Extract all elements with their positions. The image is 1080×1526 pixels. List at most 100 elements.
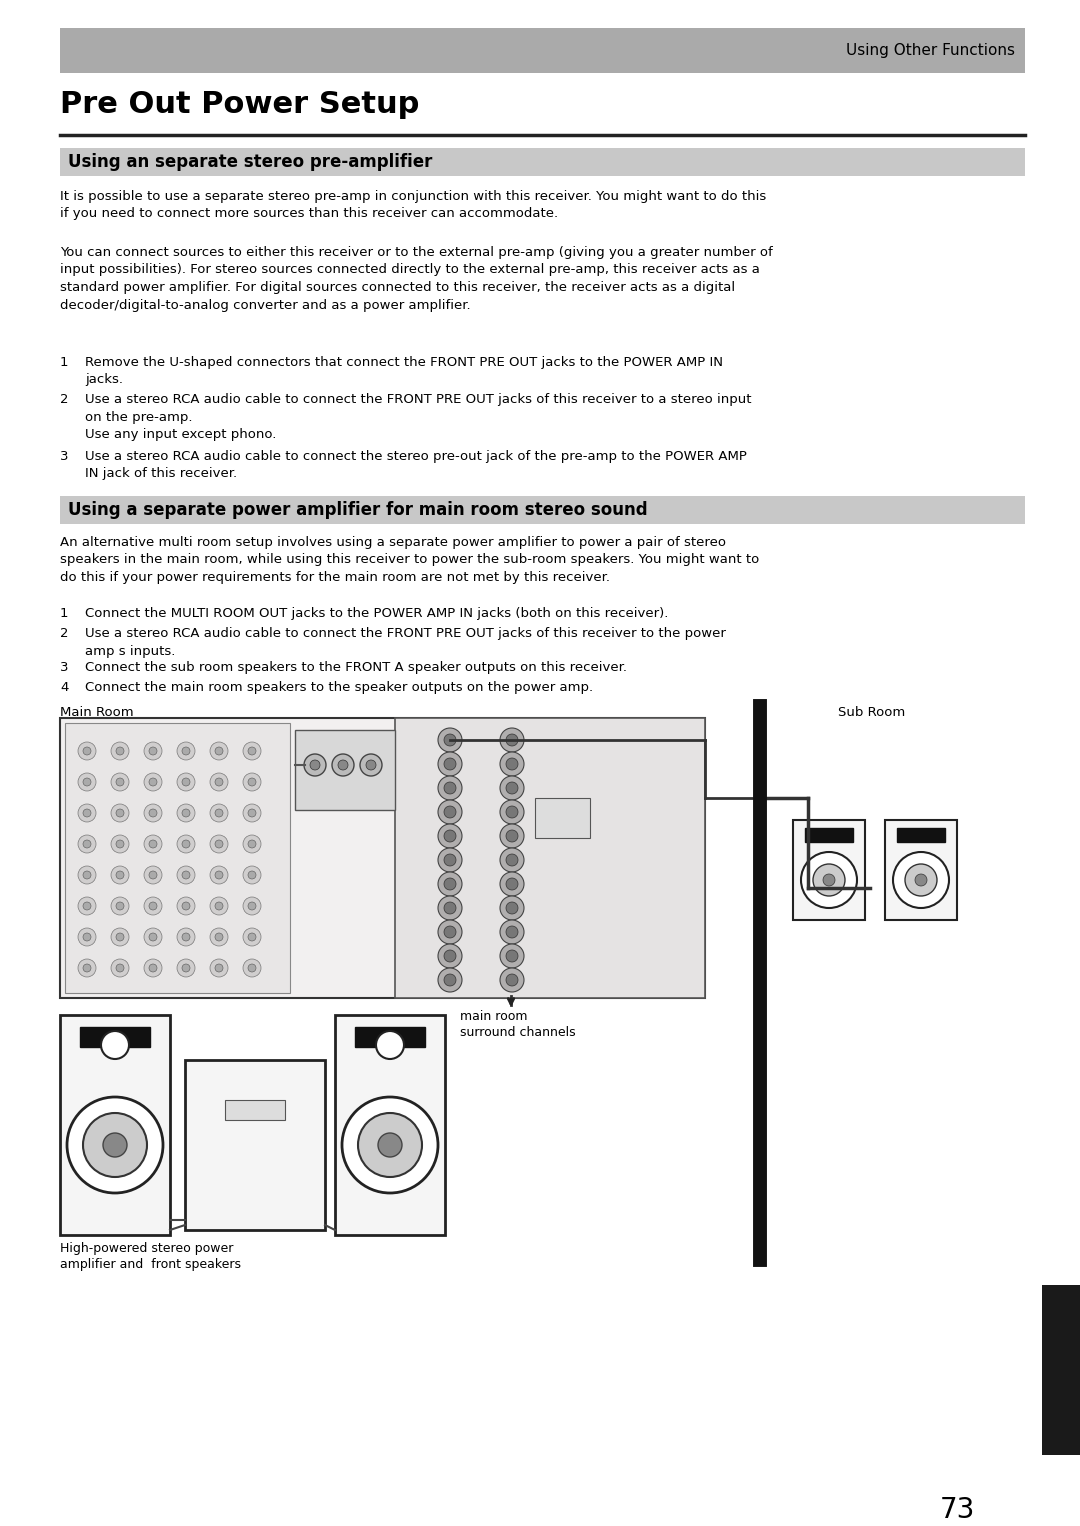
Circle shape	[111, 835, 129, 853]
Circle shape	[376, 1032, 404, 1059]
Circle shape	[438, 752, 462, 777]
Text: It is possible to use a separate stereo pre-amp in conjunction with this receive: It is possible to use a separate stereo …	[60, 191, 766, 220]
Circle shape	[507, 855, 518, 865]
Circle shape	[177, 774, 195, 790]
Circle shape	[111, 958, 129, 977]
Circle shape	[210, 928, 228, 946]
Bar	[80, 1027, 150, 1047]
Circle shape	[177, 865, 195, 884]
Bar	[185, 1061, 325, 1230]
Circle shape	[67, 1097, 163, 1193]
Circle shape	[444, 902, 456, 914]
Circle shape	[905, 864, 937, 896]
Text: You can connect sources to either this receiver or to the external pre-amp (givi: You can connect sources to either this r…	[60, 246, 773, 311]
Circle shape	[500, 967, 524, 992]
Circle shape	[144, 897, 162, 916]
Circle shape	[507, 830, 518, 842]
Circle shape	[444, 855, 456, 865]
Circle shape	[444, 974, 456, 986]
Circle shape	[210, 958, 228, 977]
Circle shape	[78, 804, 96, 823]
Circle shape	[310, 760, 320, 771]
Bar	[395, 719, 705, 998]
Text: 4: 4	[60, 681, 68, 694]
Circle shape	[78, 928, 96, 946]
Bar	[60, 496, 1025, 523]
Circle shape	[243, 774, 261, 790]
Circle shape	[210, 742, 228, 760]
Circle shape	[248, 902, 256, 909]
Circle shape	[500, 728, 524, 752]
Circle shape	[438, 920, 462, 945]
Circle shape	[111, 774, 129, 790]
Text: An alternative multi room setup involves using a separate power amplifier to pow: An alternative multi room setup involves…	[60, 536, 759, 584]
Circle shape	[444, 758, 456, 771]
Circle shape	[500, 824, 524, 848]
Circle shape	[507, 781, 518, 794]
Circle shape	[303, 754, 326, 777]
Circle shape	[248, 871, 256, 879]
Text: Remove the U-shaped connectors that connect the FRONT PRE OUT jacks to the POWER: Remove the U-shaped connectors that conn…	[85, 356, 723, 386]
Circle shape	[215, 839, 222, 848]
Circle shape	[210, 865, 228, 884]
Circle shape	[177, 742, 195, 760]
Circle shape	[183, 964, 190, 972]
Circle shape	[500, 945, 524, 967]
Circle shape	[444, 734, 456, 746]
Circle shape	[177, 835, 195, 853]
Circle shape	[83, 902, 91, 909]
Circle shape	[243, 804, 261, 823]
Bar	[335, 1015, 445, 1235]
Text: Pre Out Power Setup: Pre Out Power Setup	[60, 90, 419, 119]
Circle shape	[177, 804, 195, 823]
Circle shape	[801, 852, 858, 908]
Text: 2: 2	[60, 394, 68, 406]
Circle shape	[116, 871, 124, 879]
Circle shape	[116, 932, 124, 942]
Circle shape	[438, 800, 462, 824]
Circle shape	[215, 871, 222, 879]
Circle shape	[507, 734, 518, 746]
Circle shape	[444, 830, 456, 842]
Bar	[60, 1015, 170, 1235]
Circle shape	[149, 902, 157, 909]
Circle shape	[444, 877, 456, 890]
Circle shape	[438, 945, 462, 967]
Bar	[295, 729, 395, 810]
Circle shape	[243, 897, 261, 916]
Circle shape	[338, 760, 348, 771]
Text: Connect the sub room speakers to the FRONT A speaker outputs on this receiver.: Connect the sub room speakers to the FRO…	[85, 661, 627, 674]
Circle shape	[438, 967, 462, 992]
Text: Sub Room: Sub Room	[838, 707, 905, 719]
Circle shape	[500, 920, 524, 945]
Circle shape	[823, 874, 835, 887]
Circle shape	[144, 804, 162, 823]
Circle shape	[111, 865, 129, 884]
Circle shape	[215, 964, 222, 972]
Circle shape	[144, 835, 162, 853]
Circle shape	[243, 742, 261, 760]
Circle shape	[177, 958, 195, 977]
Text: 73: 73	[940, 1495, 975, 1524]
Circle shape	[438, 871, 462, 896]
Circle shape	[78, 774, 96, 790]
Bar	[793, 819, 865, 920]
Circle shape	[78, 958, 96, 977]
Text: Use a stereo RCA audio cable to connect the FRONT PRE OUT jacks of this receiver: Use a stereo RCA audio cable to connect …	[85, 394, 752, 424]
Circle shape	[116, 809, 124, 816]
Circle shape	[507, 902, 518, 914]
Circle shape	[243, 865, 261, 884]
Circle shape	[116, 748, 124, 755]
Circle shape	[149, 839, 157, 848]
Text: 3: 3	[60, 450, 68, 462]
Circle shape	[177, 928, 195, 946]
Circle shape	[144, 774, 162, 790]
Circle shape	[78, 865, 96, 884]
Circle shape	[500, 896, 524, 920]
Circle shape	[438, 824, 462, 848]
Circle shape	[78, 897, 96, 916]
Circle shape	[83, 871, 91, 879]
Circle shape	[507, 877, 518, 890]
Circle shape	[103, 1132, 127, 1157]
Circle shape	[243, 928, 261, 946]
